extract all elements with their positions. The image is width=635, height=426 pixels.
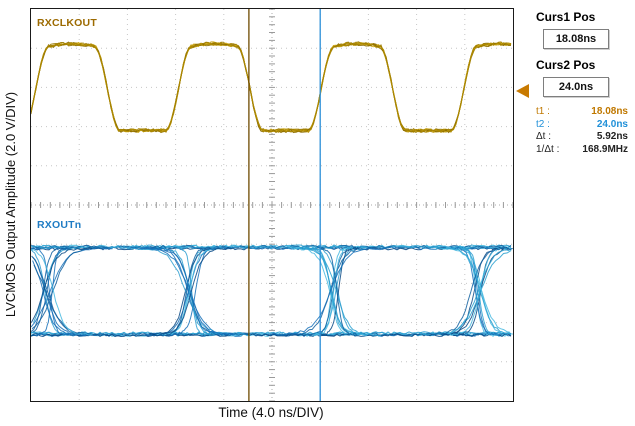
curs2-pos-label: Curs2 Pos (536, 58, 596, 72)
waveform-rxclkout (31, 41, 512, 134)
cursor-readout-panel: Curs1 Pos 18.08ns Curs2 Pos 24.0ns t1 : … (536, 8, 632, 156)
measurement-row: Δt : 5.92ns (536, 131, 628, 144)
measurement-row: t2 : 24.0ns (536, 119, 628, 132)
curs1-pos-value-box[interactable]: 18.08ns (543, 29, 609, 49)
measurement-row: t1 : 18.08ns (536, 106, 628, 119)
measurement-list: t1 : 18.08ns t2 : 24.0ns Δt : 5.92ns 1/Δ… (536, 106, 628, 156)
left-arrow-marker-icon (516, 84, 529, 98)
curs2-pos-value-box[interactable]: 24.0ns (543, 77, 609, 97)
measurement-value: 168.9MHz (582, 143, 628, 155)
measurement-value: 24.0ns (596, 118, 628, 130)
measurement-label: 1/Δt : (536, 143, 560, 155)
x-axis-label: Time (4.0 ns/DIV) (218, 405, 324, 420)
trace-label-rxoutn: RXOUTn (37, 219, 82, 231)
measurement-label: t1 : (536, 106, 550, 117)
y-axis-label: LVCMOS Output Amplitude (2.0 V/DIV) (3, 91, 18, 318)
measurement-value: 5.92ns (596, 131, 628, 142)
trace-label-rxclkout: RXCLKOUT (37, 17, 97, 29)
measurement-label: t2 : (536, 118, 550, 130)
measurement-label: Δt : (536, 131, 552, 142)
measurement-value: 18.08ns (591, 106, 628, 117)
waveform-rxoutn (31, 244, 513, 338)
curs1-pos-label: Curs1 Pos (536, 10, 596, 24)
measurement-row: 1/Δt : 168.9MHz (536, 144, 628, 157)
scope-graticule (31, 9, 513, 401)
waveform-plot-area: RXCLKOUT RXOUTn (30, 8, 514, 402)
